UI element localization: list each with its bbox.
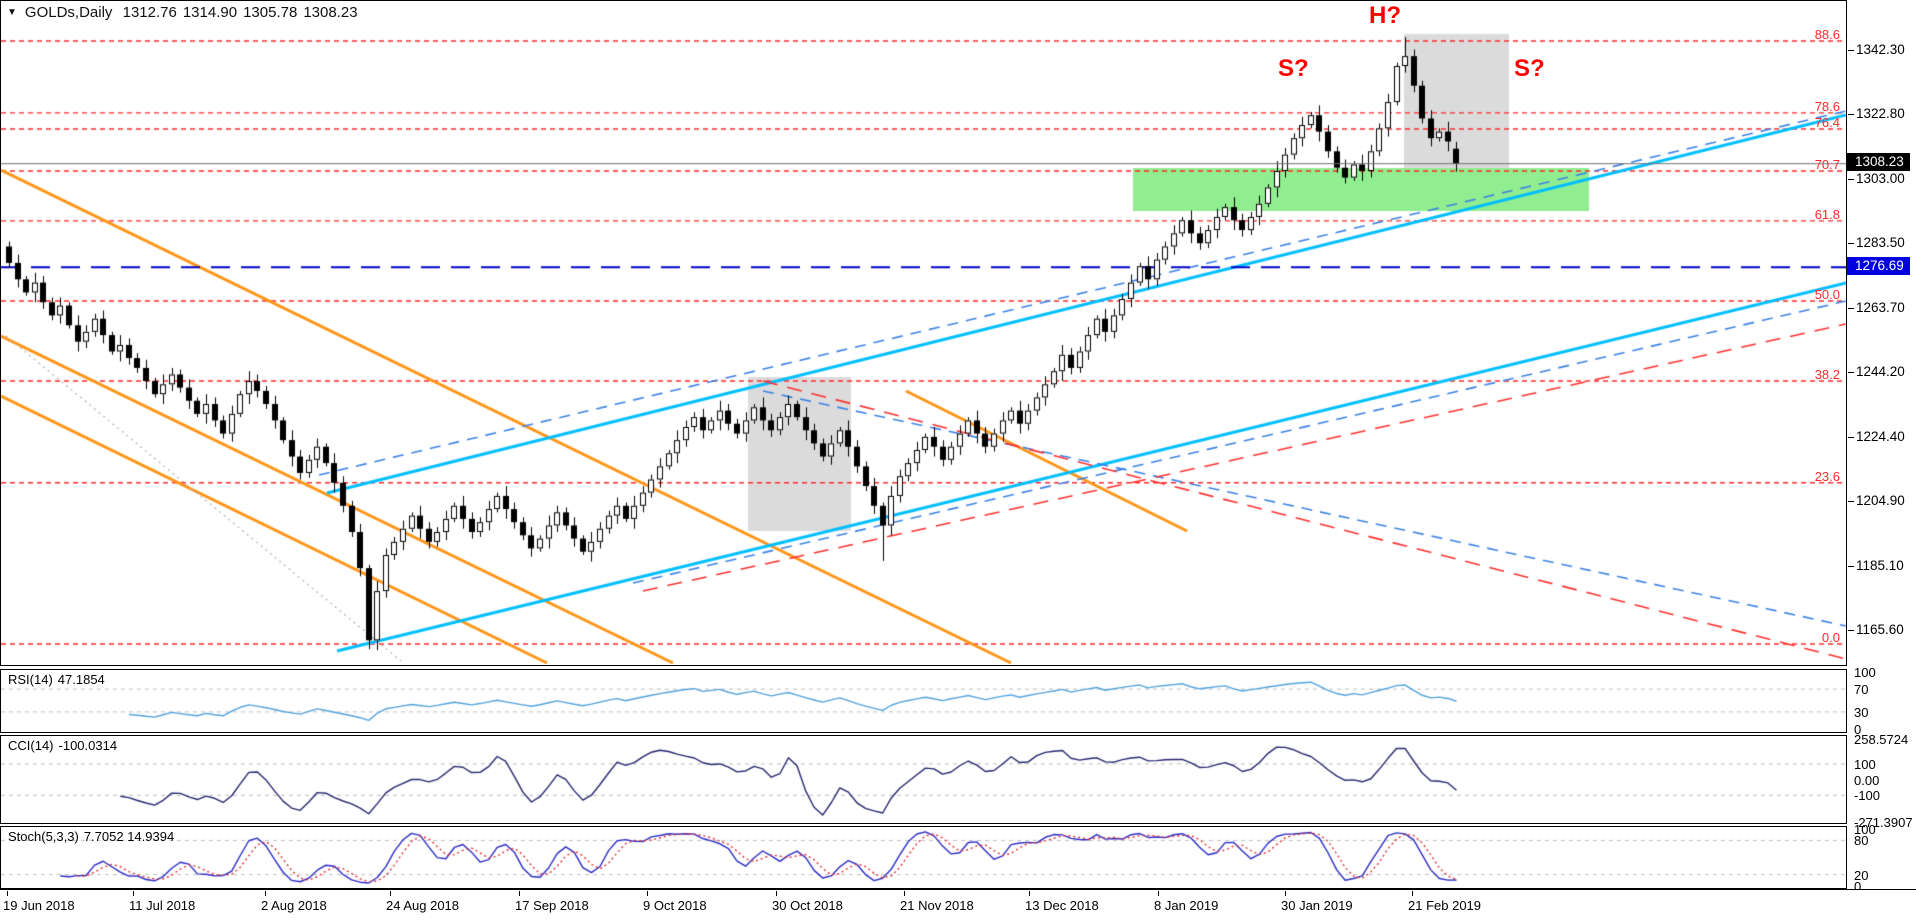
- chart-title: ▼ GOLDs,Daily 1312.76 1314.90 1305.78 1308.2…: [7, 4, 364, 21]
- fib-level-label: 78.6: [1814, 98, 1840, 114]
- fib-level-label: 23.6: [1814, 468, 1840, 484]
- price-axis-label: 1204.90: [1848, 492, 1905, 508]
- cci-label: CCI(14) -100.0314: [8, 738, 122, 753]
- date-label: 2 Aug 2018: [261, 898, 327, 913]
- price-pane: ▼ GOLDs,Daily 1312.76 1314.90 1305.78 1308.2…: [0, 0, 1847, 666]
- cci-axis-label: -100: [1854, 788, 1881, 804]
- ohlc-open: 1312.76: [122, 4, 177, 21]
- fib-level-label: 76.4: [1814, 114, 1840, 130]
- cci-axis-label: -271.3907: [1854, 815, 1913, 831]
- stoch-pane: Stoch(5,3,3) 7.7052 14.9394: [0, 826, 1847, 889]
- rsi-value: 47.1854: [57, 672, 105, 687]
- rsi-axis-label: 0: [1854, 722, 1862, 737]
- date-label: 19 Jun 2018: [3, 898, 75, 913]
- price-axis[interactable]: 1342.30 1322.80 1303.00 1283.50 1263.70 1244.…: [1847, 0, 1916, 920]
- date-tick-mark: [904, 891, 905, 896]
- date-tick-mark: [1285, 891, 1286, 896]
- rsi-axis-label: 70: [1854, 682, 1869, 698]
- date-tick-mark: [647, 891, 648, 896]
- fib-level-label: 61.8: [1814, 206, 1840, 222]
- date-tick-mark: [265, 891, 266, 896]
- date-tick-mark: [390, 891, 391, 896]
- cci-axis-label: 100: [1854, 756, 1876, 772]
- date-tick-mark: [133, 891, 134, 896]
- fib-level-label: 0.0: [1821, 629, 1840, 645]
- price-axis-label: 1244.20: [1848, 363, 1905, 379]
- price-chart-canvas[interactable]: [1, 1, 1846, 665]
- fib-level-label: 88.6: [1814, 27, 1840, 43]
- date-label: 13 Dec 2018: [1025, 898, 1099, 913]
- ohlc-high: 1314.90: [182, 4, 238, 21]
- fib-level-label: 38.2: [1814, 367, 1840, 383]
- stoch-canvas[interactable]: [1, 827, 1846, 888]
- date-label: 21 Nov 2018: [900, 898, 974, 913]
- date-label: 30 Oct 2018: [772, 898, 843, 913]
- rsi-pane: RSI(14) 47.1854: [0, 669, 1847, 733]
- price-axis-label: 1322.80: [1848, 105, 1905, 121]
- date-tick-mark: [1412, 891, 1413, 896]
- cci-axis-label: 0.00: [1854, 772, 1880, 788]
- symbol-dropdown-icon[interactable]: ▼: [7, 7, 17, 18]
- stoch-label: Stoch(5,3,3) 7.7052 14.9394: [8, 829, 179, 844]
- cci-name: CCI(14): [8, 738, 54, 753]
- date-label: 17 Sep 2018: [515, 898, 589, 913]
- stoch-name: Stoch(5,3,3): [8, 829, 79, 844]
- fib-level-label: 50.0: [1814, 286, 1840, 302]
- date-label: 21 Feb 2019: [1408, 898, 1482, 913]
- hline-price-tag: 1276.69: [1847, 256, 1910, 275]
- fib-level-label: 70.7: [1814, 157, 1840, 172]
- date-label: 8 Jan 2019: [1154, 898, 1219, 913]
- cci-canvas[interactable]: [1, 736, 1846, 823]
- cci-pane: CCI(14) -100.0314: [0, 735, 1847, 824]
- stoch-axis-label: 100: [1854, 822, 1876, 837]
- date-tick-mark: [7, 891, 8, 896]
- date-tick-mark: [519, 891, 520, 896]
- rsi-label: RSI(14) 47.1854: [8, 672, 110, 687]
- date-tick-mark: [776, 891, 777, 896]
- cci-value: -100.0314: [58, 738, 118, 753]
- date-axis[interactable]: 19 Jun 2018 11 Jul 2018 2 Aug 2018 24 Aug 2…: [0, 889, 1916, 920]
- stoch-axis-label: 20: [1854, 867, 1869, 883]
- date-label: 9 Oct 2018: [643, 898, 707, 913]
- date-tick-mark: [1158, 891, 1159, 896]
- price-axis-label: 1263.70: [1848, 299, 1905, 315]
- date-tick-mark: [1029, 891, 1030, 896]
- ohlc-close: 1308.23: [303, 4, 358, 21]
- pattern-annotation-text: H?: [1369, 2, 1401, 29]
- stoch-axis-label: 80: [1854, 833, 1869, 849]
- price-axis-label: 1224.40: [1848, 428, 1905, 444]
- price-axis-label: 1185.10: [1848, 557, 1904, 573]
- price-axis-label: 1342.30: [1848, 41, 1905, 57]
- date-label: 24 Aug 2018: [386, 898, 460, 913]
- date-label: 30 Jan 2019: [1281, 898, 1353, 913]
- pattern-annotation-text: S?: [1514, 55, 1545, 82]
- stoch-value: 7.7052 14.9394: [83, 829, 175, 844]
- stoch-axis-label: 0: [1854, 879, 1862, 894]
- price-axis-label: 1165.60: [1848, 621, 1904, 637]
- symbol-period-label: GOLDs,Daily: [24, 4, 113, 21]
- date-label: 11 Jul 2018: [129, 898, 196, 913]
- price-axis-label: 1283.50: [1848, 234, 1905, 250]
- rsi-name: RSI(14): [8, 672, 53, 687]
- price-axis-label: 1303.00: [1848, 170, 1905, 186]
- pattern-annotation-text: S?: [1278, 55, 1309, 82]
- rsi-axis-label: 30: [1854, 704, 1869, 720]
- ohlc-low: 1305.78: [243, 4, 298, 21]
- rsi-canvas[interactable]: [1, 670, 1846, 732]
- rsi-axis-label: 100: [1854, 665, 1876, 680]
- bid-price-tag: 1308.23: [1847, 153, 1910, 172]
- cci-axis-label: 258.5724: [1854, 732, 1909, 747]
